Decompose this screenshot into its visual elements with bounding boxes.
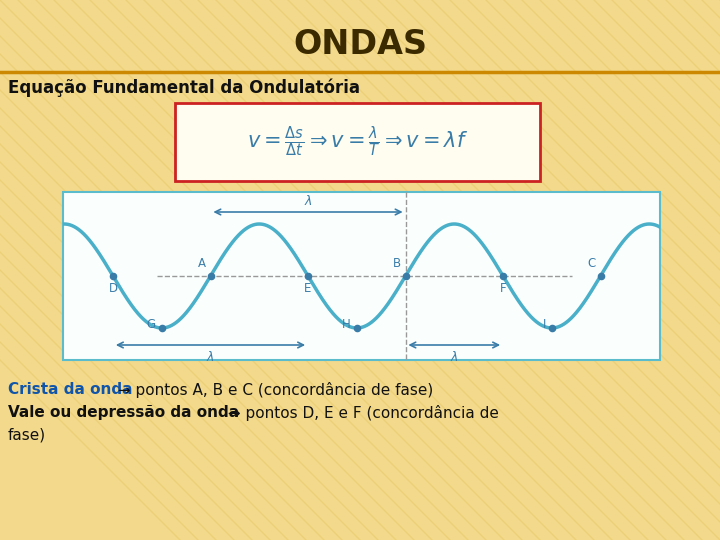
Text: $\lambda$: $\lambda$ bbox=[450, 350, 459, 364]
Text: → pontos A, B e C (concordância de fase): → pontos A, B e C (concordância de fase) bbox=[113, 382, 433, 398]
Text: H: H bbox=[342, 319, 351, 332]
Point bbox=[546, 323, 557, 332]
Point bbox=[302, 272, 314, 280]
Point bbox=[156, 323, 168, 332]
Bar bbox=[63, 192, 660, 360]
Text: Equação Fundamental da Ondulatória: Equação Fundamental da Ondulatória bbox=[8, 79, 360, 97]
Text: $v = \frac{\Delta s}{\Delta t} \Rightarrow v = \frac{\lambda}{T} \Rightarrow v =: $v = \frac{\Delta s}{\Delta t} \Rightarr… bbox=[247, 125, 468, 159]
Point bbox=[204, 272, 216, 280]
Text: F: F bbox=[500, 282, 506, 295]
Text: C: C bbox=[588, 257, 595, 270]
Text: fase): fase) bbox=[8, 428, 46, 442]
Point bbox=[351, 323, 362, 332]
Text: $\lambda$: $\lambda$ bbox=[206, 350, 215, 364]
Text: → pontos D, E e F (concordância de: → pontos D, E e F (concordância de bbox=[223, 405, 499, 421]
Point bbox=[498, 272, 509, 280]
Text: B: B bbox=[392, 257, 400, 270]
Bar bbox=[175, 103, 540, 181]
Point bbox=[595, 272, 606, 280]
Text: $\lambda$: $\lambda$ bbox=[304, 194, 312, 208]
Point bbox=[107, 272, 119, 280]
Text: A: A bbox=[197, 257, 205, 270]
Point bbox=[400, 272, 411, 280]
Text: I: I bbox=[542, 319, 546, 332]
Text: Vale ou depressão da onda: Vale ou depressão da onda bbox=[8, 406, 239, 421]
Text: D: D bbox=[109, 282, 117, 295]
Text: Crista da onda: Crista da onda bbox=[8, 382, 132, 397]
Text: E: E bbox=[305, 282, 312, 295]
Text: G: G bbox=[147, 319, 156, 332]
Text: ONDAS: ONDAS bbox=[293, 29, 427, 62]
